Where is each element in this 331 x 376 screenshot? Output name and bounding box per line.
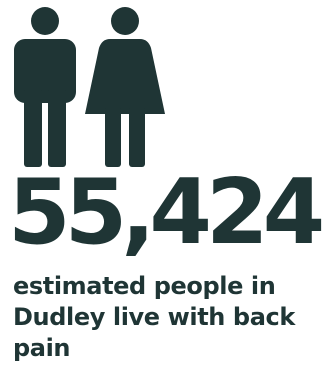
statistic-number: 55,424 <box>8 160 325 265</box>
people-icons <box>14 7 165 167</box>
man-icon <box>14 7 76 167</box>
statistic-caption: estimated people in Dudley live with bac… <box>13 272 295 362</box>
woman-icon <box>85 7 165 167</box>
